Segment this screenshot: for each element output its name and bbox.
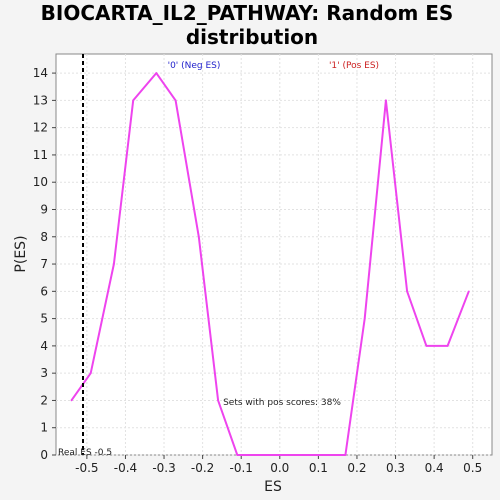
x-tick-label: -0.5 bbox=[75, 461, 98, 475]
plot-area bbox=[55, 53, 493, 456]
x-tick-label: 0.0 bbox=[270, 461, 289, 475]
y-tick-label: 14 bbox=[33, 66, 48, 80]
series-line-0 bbox=[70, 72, 470, 456]
y-tick-label: 8 bbox=[40, 230, 48, 244]
x-tick-label: 0.1 bbox=[309, 461, 328, 475]
data-point bbox=[155, 72, 158, 74]
real-es-label: Real ES -0.5 bbox=[58, 448, 112, 458]
x-tick-label: 0.4 bbox=[425, 461, 444, 475]
axis-ticks: -0.5 -0.4 -0.3 -0.2 -0.1 0.0 0.1 0.2 0.3 0.4 0.5 0 1… bbox=[33, 66, 483, 475]
grid bbox=[56, 54, 492, 456]
pos-scores-label: Sets with pos scores: 38% bbox=[223, 398, 341, 408]
y-tick-label: 2 bbox=[40, 393, 48, 407]
data-point bbox=[363, 317, 366, 320]
data-point bbox=[321, 454, 324, 456]
x-tick-label: -0.1 bbox=[229, 461, 252, 475]
x-tick-label: 0.2 bbox=[347, 461, 366, 475]
y-tick-label: 1 bbox=[40, 421, 48, 435]
data-point bbox=[217, 399, 219, 402]
y-tick-label: 4 bbox=[40, 339, 48, 353]
data-point bbox=[174, 99, 177, 102]
data-point bbox=[385, 99, 387, 102]
y-tick-label: 6 bbox=[40, 284, 48, 298]
x-tick-label: -0.4 bbox=[114, 461, 137, 475]
data-point bbox=[468, 290, 470, 293]
x-axis-label: ES bbox=[264, 479, 282, 495]
annotations: Real ES -0.5 '0' (Neg ES) '1' (Pos ES) Sets… bbox=[58, 54, 379, 458]
data-point bbox=[406, 290, 408, 293]
data-point bbox=[236, 454, 239, 456]
y-tick-label: 3 bbox=[40, 366, 48, 380]
x-tick-label: 0.3 bbox=[386, 461, 405, 475]
y-tick-label: 11 bbox=[33, 148, 48, 162]
data-point bbox=[89, 372, 92, 374]
data-point bbox=[446, 345, 449, 347]
neg-es-label: '0' (Neg ES) bbox=[168, 61, 221, 71]
data-point bbox=[259, 454, 262, 456]
y-tick-label: 12 bbox=[33, 121, 48, 135]
y-tick-label: 13 bbox=[33, 93, 48, 107]
y-tick-label: 10 bbox=[33, 175, 48, 189]
data-point bbox=[70, 399, 73, 402]
data-point bbox=[113, 263, 115, 265]
chart-title-line1: BIOCARTA_IL2_PATHWAY: Random ES bbox=[41, 1, 454, 25]
y-tick-label: 5 bbox=[40, 312, 48, 326]
y-tick-label: 9 bbox=[40, 202, 48, 216]
data-point bbox=[132, 99, 134, 102]
data-point bbox=[344, 454, 347, 456]
x-tick-label: -0.2 bbox=[191, 461, 214, 475]
chart-title-line2: distribution bbox=[186, 25, 318, 49]
series-layer bbox=[70, 72, 470, 456]
y-tick-label: 0 bbox=[40, 448, 48, 462]
x-tick-label: -0.3 bbox=[152, 461, 175, 475]
data-point bbox=[302, 454, 304, 456]
y-tick-label: 7 bbox=[40, 257, 48, 271]
x-tick-label: 0.5 bbox=[463, 461, 482, 475]
pos-es-label: '1' (Pos ES) bbox=[329, 61, 379, 71]
y-axis-label: P(ES) bbox=[13, 235, 29, 272]
data-point bbox=[425, 345, 428, 347]
data-point bbox=[278, 454, 281, 456]
data-point bbox=[197, 235, 200, 238]
